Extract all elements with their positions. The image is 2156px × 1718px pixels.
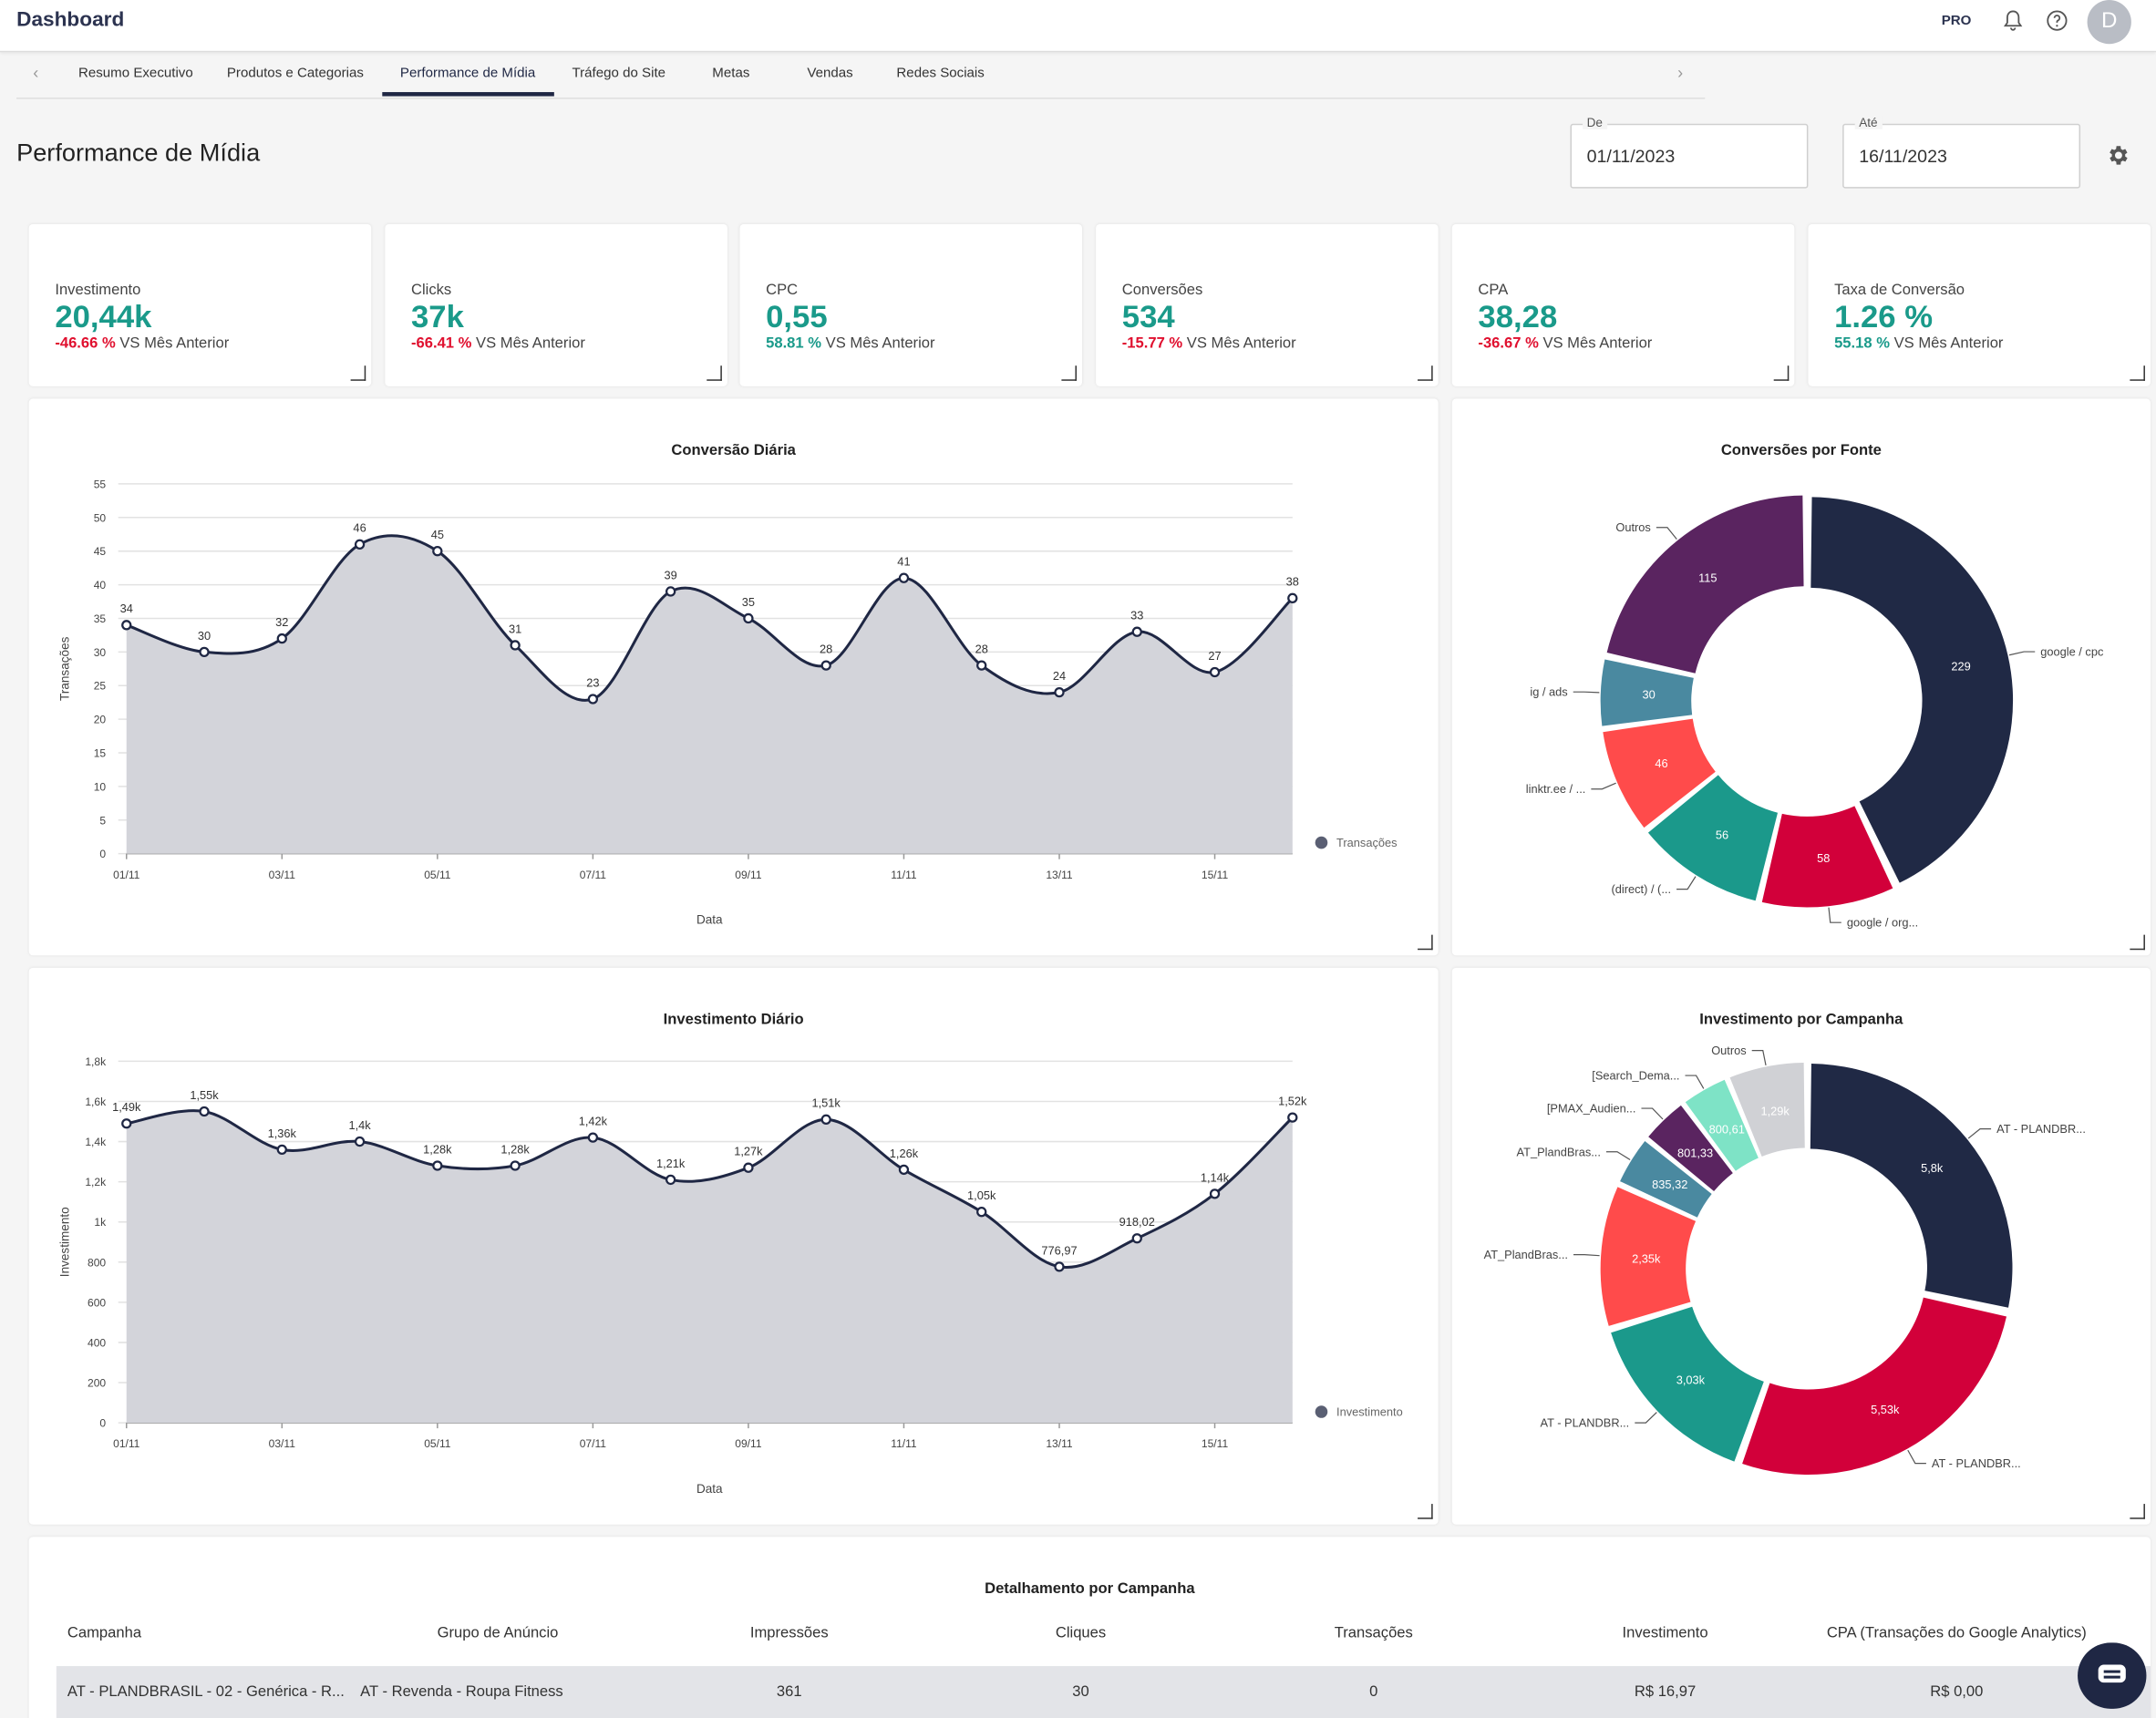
table-cell: 361 (776, 1683, 802, 1701)
kpi-value: 1.26 % (1834, 298, 1934, 334)
date-to-field[interactable]: Até 16/11/2023 (1842, 115, 2081, 189)
kpi-change-suffix: VS Mês Anterior (821, 335, 935, 353)
resize-handle[interactable] (1773, 365, 1790, 381)
kpi-change-percent: 55.18 % (1834, 335, 1890, 353)
kpi-change: -66.41 % VS Mês Anterior (411, 335, 585, 352)
tabs-scroll-left-icon[interactable]: ‹ (33, 63, 39, 83)
kpi-change-percent: -46.66 % (55, 335, 116, 353)
page-title: Performance de Mídia (16, 139, 261, 167)
tab-performance-midia[interactable]: Performance de Mídia (399, 66, 536, 81)
tab-redes-sociais[interactable]: Redes Sociais (896, 66, 985, 81)
resize-handle[interactable] (1418, 1504, 1433, 1519)
table-cell: AT - Revenda - Roupa Fitness (360, 1683, 563, 1701)
kpi-label: CPA (1478, 282, 1509, 299)
tab-trafego-site[interactable]: Tráfego do Site (572, 66, 666, 81)
resize-handle[interactable] (1418, 365, 1433, 381)
resize-handle[interactable] (1061, 365, 1077, 381)
kpi-card: CPC 0,55 58.81 % VS Mês Anterior (739, 223, 1083, 386)
kpi-card: Taxa de Conversão 1.26 % 55.18 % VS Mês An… (1808, 223, 2151, 386)
kpi-change: 55.18 % VS Mês Anterior (1834, 335, 2003, 352)
chart-title: Investimento Diário (663, 1012, 804, 1029)
kpi-label: CPC (766, 282, 799, 299)
kpi-change-suffix: VS Mês Anterior (115, 335, 230, 353)
table-cell: R$ 16,97 (1634, 1683, 1697, 1701)
kpi-change-percent: -66.41 % (410, 335, 472, 353)
conversions-by-source-card (1451, 398, 2151, 956)
date-to-label: Até (1854, 115, 1883, 129)
date-from-label: De (1583, 115, 1607, 129)
kpi-label: Taxa de Conversão (1834, 282, 1965, 299)
kpi-card: Investimento 20,44k -46.66 % VS Mês Anteri… (28, 223, 372, 386)
kpi-change-suffix: VS Mês Anterior (1538, 335, 1653, 353)
resize-handle[interactable] (2130, 1504, 2145, 1519)
chat-button[interactable] (2078, 1642, 2147, 1709)
resize-handle[interactable] (1418, 934, 1433, 951)
kpi-label: Investimento (55, 282, 141, 299)
table-header[interactable]: Cliques (1055, 1624, 1107, 1641)
date-from-value[interactable]: 01/11/2023 (1586, 145, 1676, 167)
table-header[interactable]: Investimento (1622, 1624, 1708, 1641)
kpi-card: Conversões 534 -15.77 % VS Mês Anterior (1096, 223, 1439, 386)
kpi-card: Clicks 37k -66.41 % VS Mês Anterior (385, 223, 727, 386)
kpi-change-suffix: VS Mês Anterior (471, 335, 585, 353)
kpi-change-suffix: VS Mês Anterior (1182, 335, 1296, 353)
bell-icon[interactable] (2001, 8, 2026, 33)
resize-handle[interactable] (707, 365, 722, 381)
table-header[interactable]: Transações (1334, 1624, 1413, 1641)
table-cell: 0 (1369, 1683, 1378, 1701)
table-cell: 30 (1072, 1683, 1089, 1701)
date-to-value[interactable]: 16/11/2023 (1859, 145, 1947, 167)
kpi-card: CPA 38,28 -36.67 % VS Mês Anterior (1451, 223, 1795, 386)
table-header[interactable]: Grupo de Anúncio (437, 1624, 559, 1641)
resize-handle[interactable] (2130, 365, 2145, 381)
kpi-change: -36.67 % VS Mês Anterior (1478, 335, 1652, 352)
table-cell: AT - PLANDBRASIL - 02 - Genérica - R... (67, 1683, 345, 1701)
app-title: Dashboard (16, 8, 125, 32)
gear-icon[interactable] (2105, 143, 2130, 168)
kpi-change-suffix: VS Mês Anterior (1889, 335, 2004, 353)
kpi-value: 20,44k (55, 298, 152, 334)
tab-produtos-categorias[interactable]: Produtos e Categorias (226, 66, 364, 81)
kpi-change-percent: -36.67 % (1478, 335, 1539, 353)
kpi-value: 0,55 (766, 298, 828, 334)
kpi-value: 534 (1121, 298, 1175, 334)
resize-handle[interactable] (2130, 934, 2145, 951)
chart-title: Conversões por Fonte (1720, 442, 1882, 459)
table-title: Detalhamento por Campanha (985, 1580, 1195, 1598)
avatar[interactable]: D (2087, 0, 2131, 45)
table-cell: R$ 0,00 (1930, 1683, 1984, 1701)
table-row[interactable] (56, 1666, 2151, 1718)
daily-conversion-card (28, 398, 1439, 956)
table-header[interactable]: CPA (Transações do Google Analytics) (1826, 1624, 2087, 1641)
kpi-label: Clicks (410, 282, 452, 299)
kpi-value: 37k (410, 298, 464, 334)
tab-bar: ‹ Resumo Executivo Produtos e Categorias… (16, 55, 1706, 99)
kpi-change: 58.81 % VS Mês Anterior (766, 335, 934, 352)
kpi-change-percent: 58.81 % (766, 335, 822, 353)
table-header[interactable]: Impressões (749, 1624, 829, 1641)
daily-investment-card (28, 967, 1439, 1525)
top-header: Dashboard PRO D (0, 0, 2156, 53)
kpi-value: 38,28 (1478, 298, 1558, 334)
kpi-change: -15.77 % VS Mês Anterior (1122, 335, 1296, 352)
date-from-field[interactable]: De 01/11/2023 (1570, 115, 1809, 189)
help-icon[interactable] (2045, 8, 2069, 33)
kpi-change-percent: -15.77 % (1121, 335, 1183, 353)
tab-vendas[interactable]: Vendas (807, 66, 853, 81)
kpi-change: -46.66 % VS Mês Anterior (55, 335, 229, 352)
resize-handle[interactable] (350, 365, 366, 381)
chat-icon (2098, 1664, 2126, 1683)
plan-badge[interactable]: PRO (1941, 14, 1972, 29)
kpi-label: Conversões (1121, 282, 1203, 299)
tabs-scroll-right-icon[interactable]: › (1677, 63, 1684, 83)
chart-title: Conversão Diária (671, 442, 796, 459)
tab-metas[interactable]: Metas (712, 66, 750, 81)
active-tab-indicator (382, 92, 554, 97)
investment-by-campaign-card (1451, 967, 2151, 1525)
table-header[interactable]: Campanha (67, 1624, 142, 1641)
chart-title: Investimento por Campanha (1699, 1012, 1903, 1029)
tab-resumo-executivo[interactable]: Resumo Executivo (77, 66, 193, 81)
